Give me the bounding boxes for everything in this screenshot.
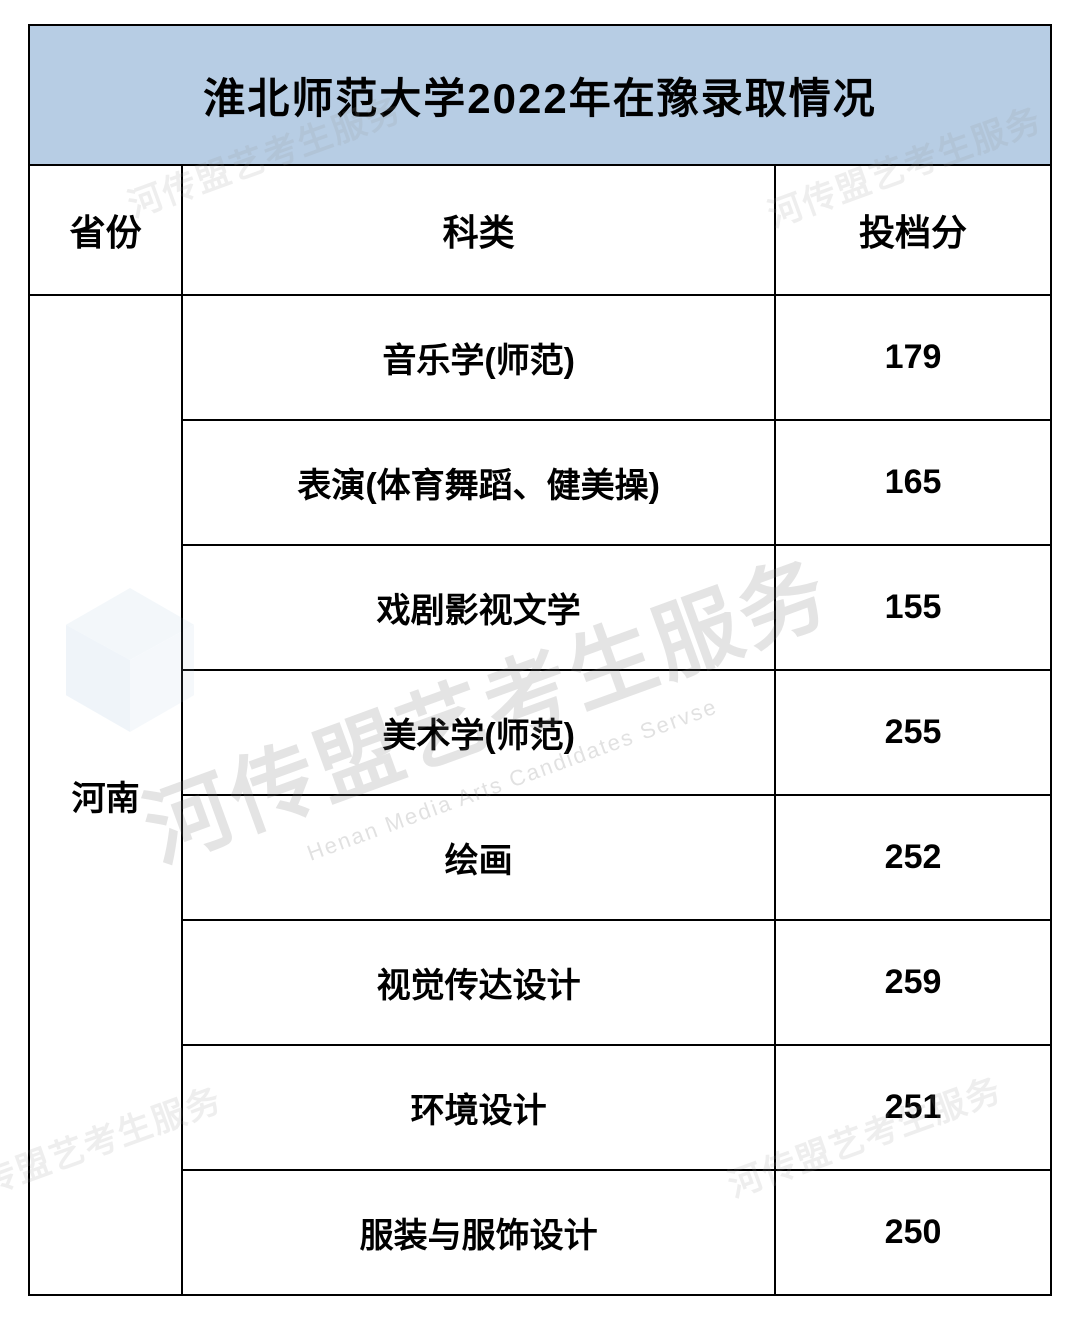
table-row: 河南 音乐学(师范) 179 [29,295,1051,420]
score-cell: 250 [775,1170,1051,1295]
score-cell: 255 [775,670,1051,795]
admission-table: 淮北师范大学2022年在豫录取情况 省份 科类 投档分 河南 音乐学(师范) 1… [28,24,1052,1296]
page-container: 淮北师范大学2022年在豫录取情况 省份 科类 投档分 河南 音乐学(师范) 1… [0,0,1080,1326]
score-cell: 252 [775,795,1051,920]
table-row: 视觉传达设计 259 [29,920,1051,1045]
major-cell: 绘画 [182,795,775,920]
major-cell: 戏剧影视文学 [182,545,775,670]
major-cell: 环境设计 [182,1045,775,1170]
table-row: 美术学(师范) 255 [29,670,1051,795]
major-cell: 音乐学(师范) [182,295,775,420]
score-cell: 259 [775,920,1051,1045]
score-cell: 251 [775,1045,1051,1170]
province-cell: 河南 [29,295,182,1295]
major-cell: 表演(体育舞蹈、健美操) [182,420,775,545]
major-cell: 美术学(师范) [182,670,775,795]
table-title-row: 淮北师范大学2022年在豫录取情况 [29,25,1051,165]
table-row: 服装与服饰设计 250 [29,1170,1051,1295]
major-cell: 服装与服饰设计 [182,1170,775,1295]
col-header-province: 省份 [29,165,182,295]
score-cell: 165 [775,420,1051,545]
major-cell: 视觉传达设计 [182,920,775,1045]
table-header-row: 省份 科类 投档分 [29,165,1051,295]
col-header-score: 投档分 [775,165,1051,295]
table-row: 绘画 252 [29,795,1051,920]
table-row: 戏剧影视文学 155 [29,545,1051,670]
col-header-major: 科类 [182,165,775,295]
table-row: 表演(体育舞蹈、健美操) 165 [29,420,1051,545]
score-cell: 179 [775,295,1051,420]
table-title: 淮北师范大学2022年在豫录取情况 [29,25,1051,165]
score-cell: 155 [775,545,1051,670]
table-row: 环境设计 251 [29,1045,1051,1170]
